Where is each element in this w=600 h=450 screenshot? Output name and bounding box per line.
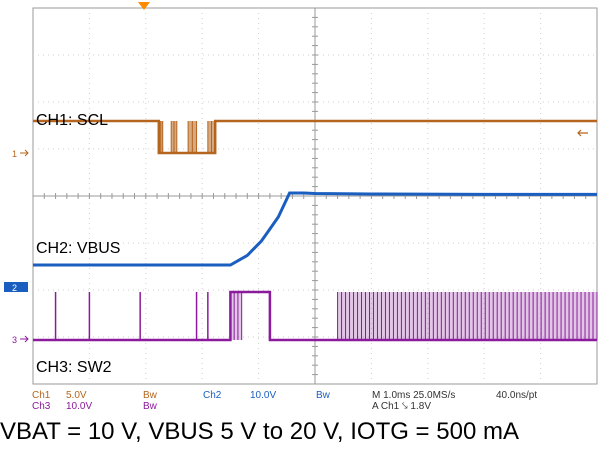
readout-sample-interval: 40.0ns/pt <box>496 390 537 401</box>
ch3-label: CH3: SW2 <box>36 359 112 376</box>
trace-burst <box>230 292 242 340</box>
ch3-marker-arrow <box>20 335 29 343</box>
trigger-position-marker <box>138 2 150 10</box>
readout-ch3-scale: 10.0V <box>66 401 92 412</box>
readout-ch2-bw: Bw <box>316 390 331 401</box>
ch2-marker-box <box>4 282 28 292</box>
trace-ch1 <box>33 119 597 155</box>
channel-labels: CH1: SCL CH2: VBUS CH3: SW2 <box>36 112 120 376</box>
readout-ch1: Ch1 <box>32 390 51 401</box>
trace-ch3 <box>33 290 597 342</box>
ch2-marker: 2 <box>12 283 17 293</box>
readout-ch1-bw: Bw <box>143 390 158 401</box>
readout-ch1-scale: 5.0V <box>66 390 87 401</box>
trace-ch2 <box>33 191 597 267</box>
readout-ch3-bw: Bw <box>143 401 158 412</box>
ch1-label: CH1: SCL <box>36 112 108 129</box>
ch1-marker: 1 <box>12 149 17 159</box>
ch2-label: CH2: VBUS <box>36 240 120 257</box>
readout-ch2-scale: 10.0V <box>250 390 276 401</box>
readout-timebase: M 1.0ms 25.0MS/s <box>372 390 455 401</box>
readout-ch2: Ch2 <box>203 390 222 401</box>
scope-readout: Ch1 5.0V Bw Ch2 10.0V Bw M 1.0ms 25.0MS/… <box>32 390 537 412</box>
readout-trigger: A Ch1 ⤥ 1.8V <box>372 401 431 412</box>
ch3-marker: 3 <box>12 335 17 345</box>
ch1-marker-arrow <box>20 149 29 157</box>
graticule <box>32 7 598 385</box>
screen-background <box>0 0 600 412</box>
figure-caption: VBAT = 10 V, VBUS 5 V to 20 V, IOTG = 50… <box>0 418 519 445</box>
trace-burst <box>337 292 597 340</box>
traces <box>33 119 598 342</box>
trigger-level-arrow <box>577 129 588 137</box>
readout-ch3: Ch3 <box>32 401 51 412</box>
channel-markers: 1 2 3 <box>4 2 588 345</box>
